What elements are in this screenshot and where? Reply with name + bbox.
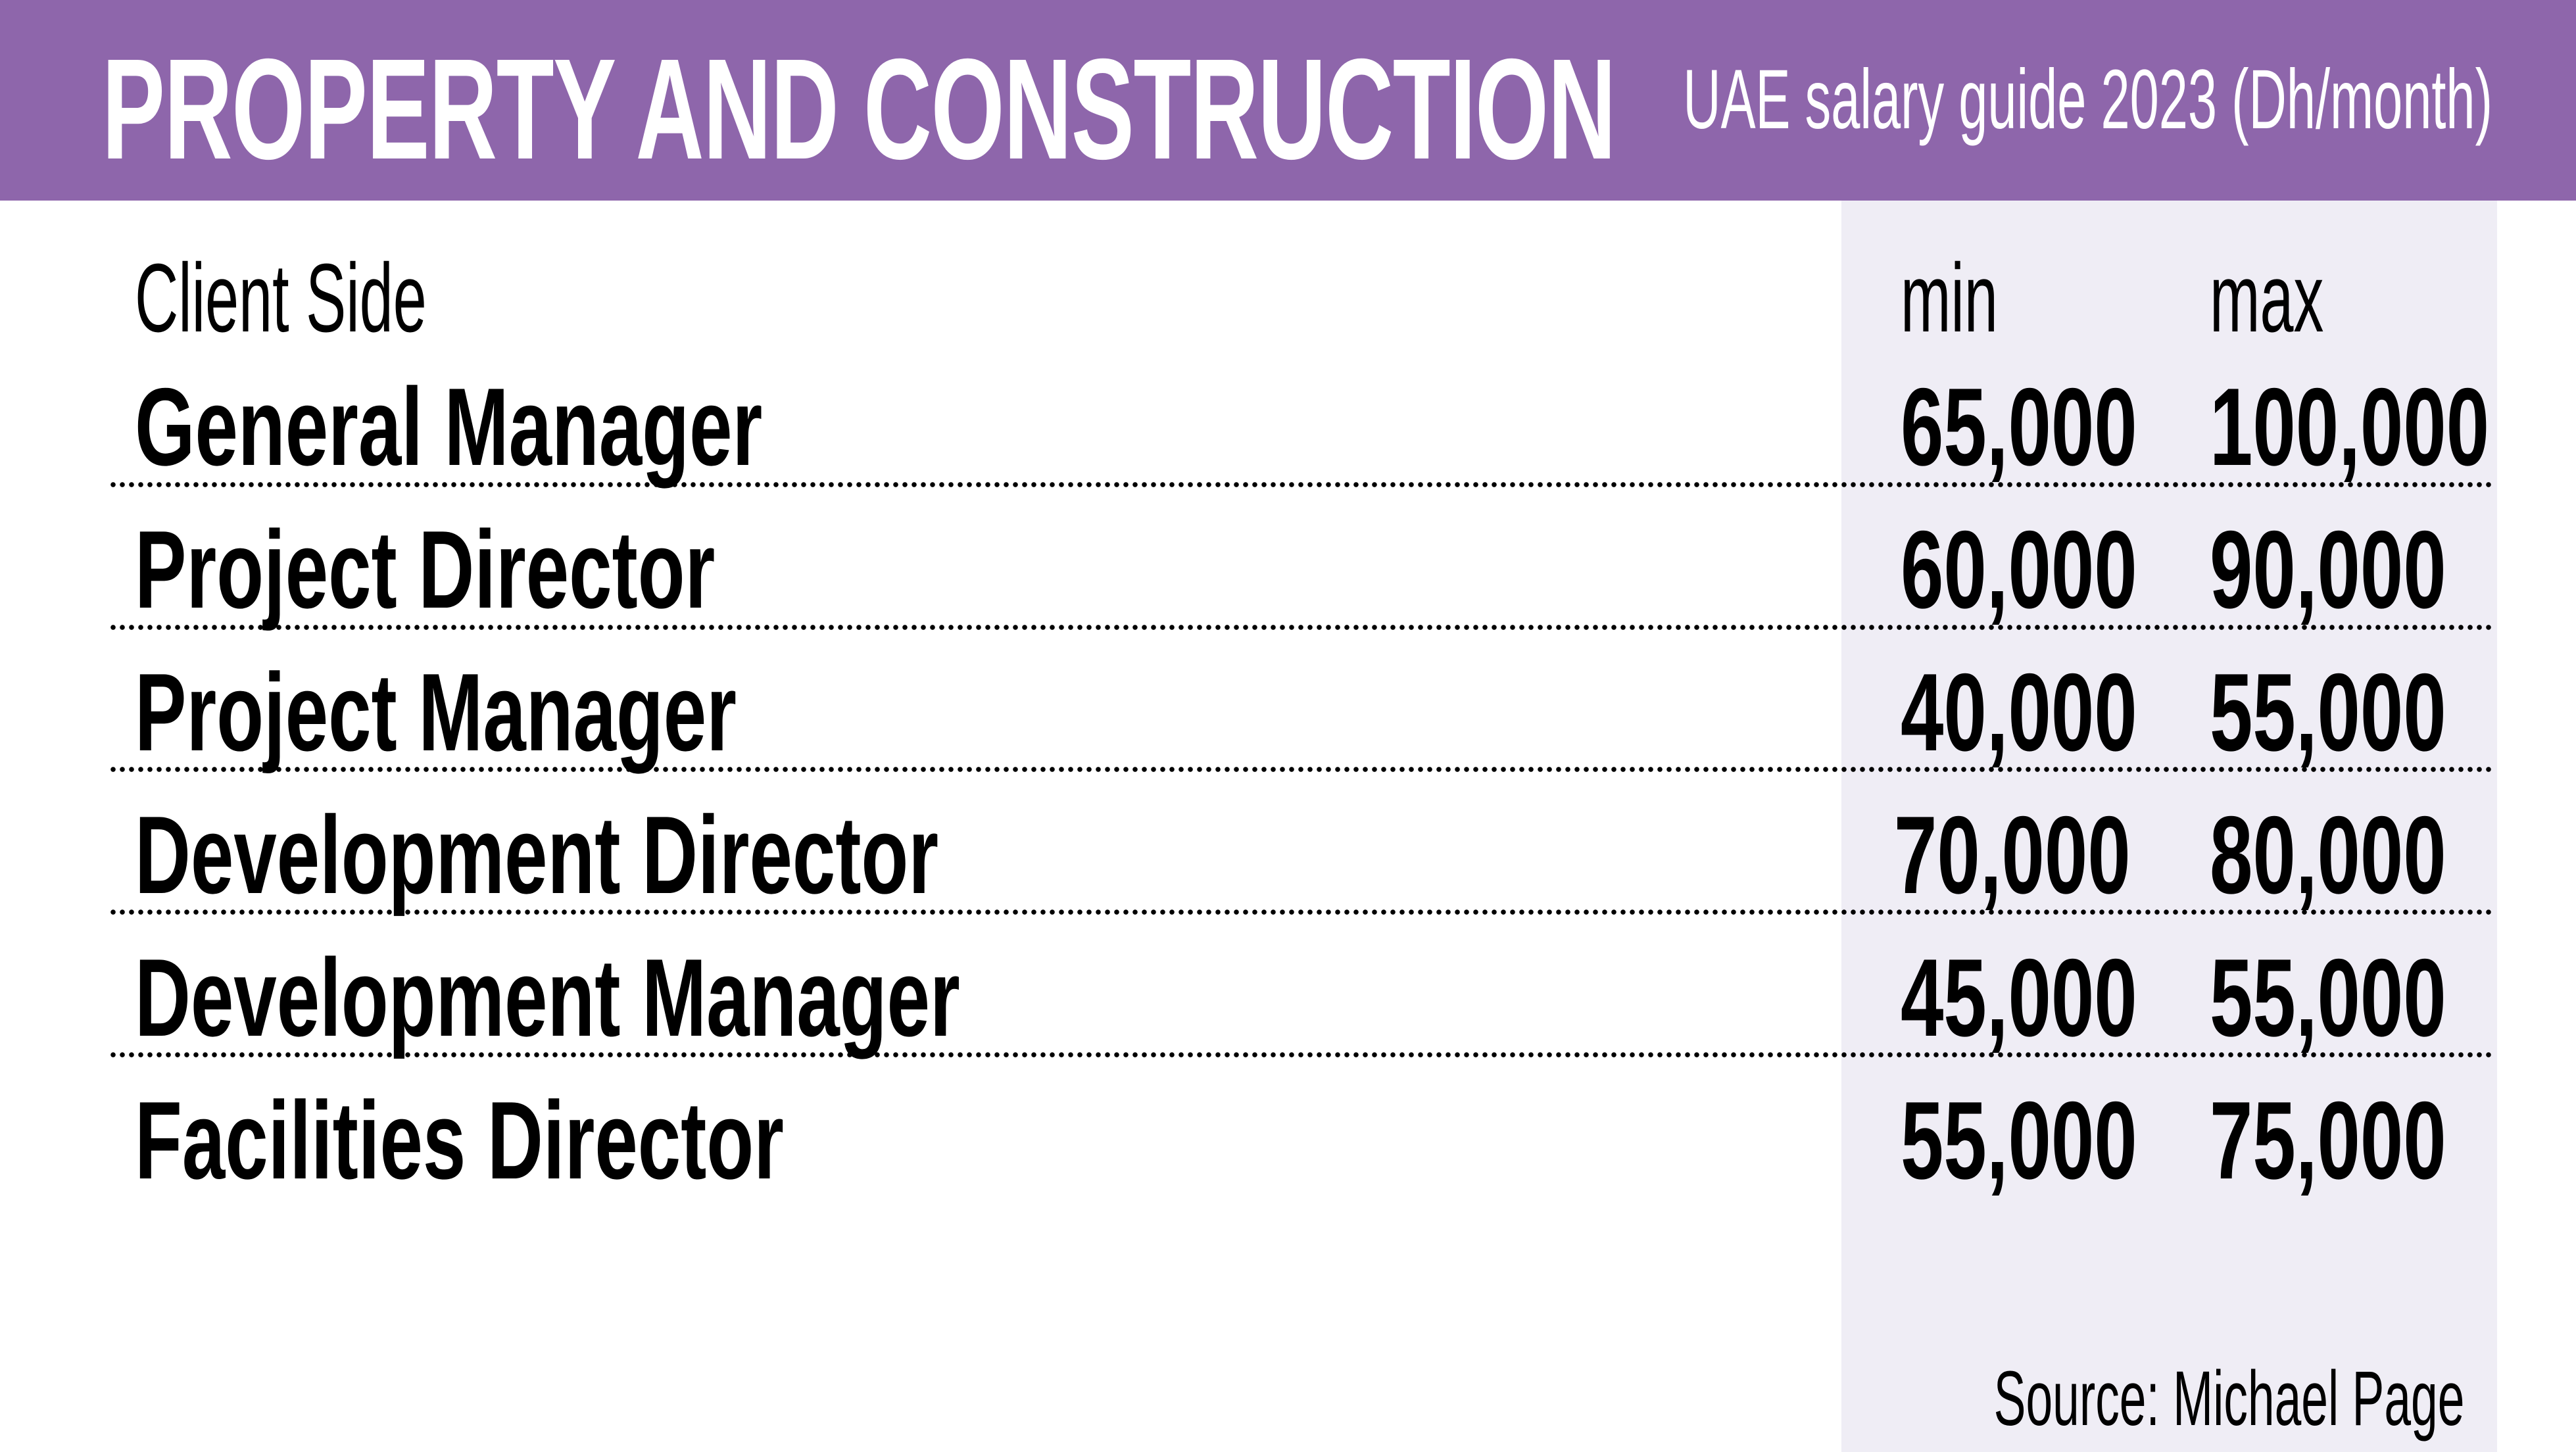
role-label: Project Director (135, 508, 716, 631)
max-value: 100,000 (2210, 365, 2490, 489)
role-label: Development Director (135, 793, 939, 917)
row-divider (109, 482, 2494, 487)
row-divider (109, 767, 2494, 772)
max-value: 90,000 (2210, 508, 2446, 631)
row-divider (109, 909, 2494, 915)
role-label: Development Manager (135, 936, 960, 1059)
role-label: Facilities Director (135, 1078, 784, 1202)
min-value: 60,000 (1901, 508, 2137, 631)
min-value: 65,000 (1901, 365, 2137, 489)
role-label: Project Manager (135, 650, 737, 774)
values-column-background (1841, 201, 2497, 1452)
min-value: 70,000 (1894, 793, 2131, 917)
column-header-min: min (1901, 244, 1998, 352)
max-value: 55,000 (2210, 936, 2446, 1059)
row-divider (109, 1052, 2494, 1057)
source-credit: Source: Michael Page (1993, 1355, 2464, 1442)
min-value: 45,000 (1901, 936, 2137, 1059)
section-label: Client Side (135, 244, 427, 352)
header-banner: PROPERTY AND CONSTRUCTION UAE salary gui… (0, 0, 2576, 201)
page-title: PROPERTY AND CONSTRUCTION (102, 30, 1616, 189)
row-divider (109, 625, 2494, 630)
max-value: 75,000 (2210, 1078, 2446, 1202)
column-header-max: max (2210, 244, 2324, 352)
max-value: 55,000 (2210, 650, 2446, 774)
min-value: 40,000 (1901, 650, 2137, 774)
min-value: 55,000 (1901, 1078, 2137, 1202)
page-subtitle: UAE salary guide 2023 (Dh/month) (1683, 53, 2492, 147)
max-value: 80,000 (2210, 793, 2446, 917)
role-label: General Manager (135, 365, 763, 489)
